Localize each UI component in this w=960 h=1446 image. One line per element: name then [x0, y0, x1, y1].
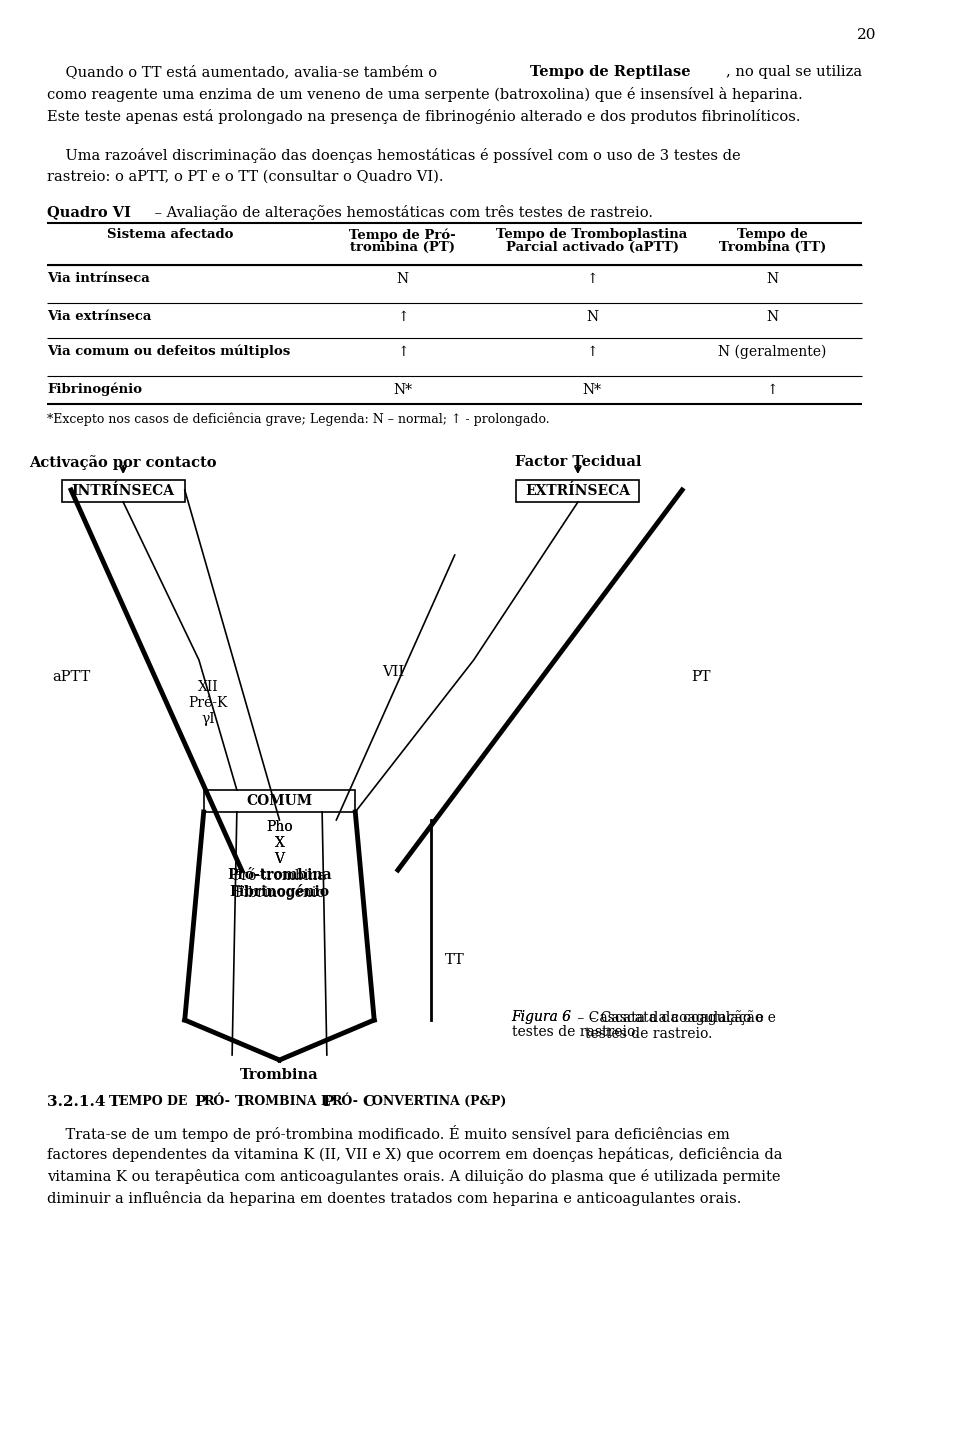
Text: Tempo de Tromboplastina: Tempo de Tromboplastina: [496, 228, 687, 241]
Text: Fibrinogénio: Fibrinogénio: [47, 383, 142, 396]
Text: Tempo de Reptilase: Tempo de Reptilase: [530, 65, 690, 80]
Text: ONVERTINA (P&P): ONVERTINA (P&P): [372, 1095, 507, 1108]
Text: INTRÍNSECA: INTRÍNSECA: [72, 484, 175, 497]
Text: T: T: [235, 1095, 246, 1109]
Text: EXTRÍNSECA: EXTRÍNSECA: [525, 484, 631, 497]
Text: ↑: ↑: [396, 346, 408, 359]
Text: P: P: [323, 1095, 334, 1109]
Text: Tempo de Pró-: Tempo de Pró-: [349, 228, 456, 241]
Text: vitamina K ou terapêutica com anticoagulantes orais. A diluição do plasma que é : vitamina K ou terapêutica com anticoagul…: [47, 1168, 780, 1184]
Text: N*: N*: [583, 383, 602, 398]
Text: Trombina: Trombina: [240, 1069, 319, 1082]
Text: TT: TT: [445, 953, 465, 967]
Text: Trombina (TT): Trombina (TT): [718, 241, 826, 254]
Text: Parcial activado (aPTT): Parcial activado (aPTT): [506, 241, 679, 254]
Text: Uma razoável discriminação das doenças hemostáticas é possível com o uso de 3 te: Uma razoável discriminação das doenças h…: [47, 147, 741, 163]
Text: ROMBINA E: ROMBINA E: [245, 1095, 335, 1108]
Text: Figura 6: Figura 6: [512, 1009, 571, 1024]
Text: Pró-trombina
Fibrinogénio: Pró-trombina Fibrinogénio: [228, 868, 332, 899]
Text: trombina (PT): trombina (PT): [350, 241, 455, 254]
Text: Factor Tecidual: Factor Tecidual: [515, 455, 641, 469]
FancyBboxPatch shape: [204, 790, 355, 813]
Text: T: T: [108, 1095, 120, 1109]
Text: 3.2.1.4: 3.2.1.4: [47, 1095, 122, 1109]
Text: Figura 6: Figura 6: [512, 1009, 571, 1024]
Text: C: C: [363, 1095, 375, 1109]
Text: rastreio: o aPTT, o PT e o TT (consultar o Quadro VI).: rastreio: o aPTT, o PT e o TT (consultar…: [47, 171, 444, 184]
Text: Quadro VI: Quadro VI: [47, 205, 132, 218]
Text: Quando o TT está aumentado, avalia-se também o: Quando o TT está aumentado, avalia-se ta…: [47, 65, 443, 80]
Text: diminuir a influência da heparina em doentes tratados com heparina e anticoagula: diminuir a influência da heparina em doe…: [47, 1192, 742, 1206]
Text: ↑: ↑: [766, 383, 778, 398]
Text: N: N: [766, 272, 779, 286]
Text: Activação por contacto: Activação por contacto: [30, 455, 217, 470]
Text: N: N: [766, 309, 779, 324]
Text: aPTT: aPTT: [52, 669, 90, 684]
Text: EMPO DE: EMPO DE: [119, 1095, 192, 1108]
Text: Sistema afectado: Sistema afectado: [108, 228, 233, 241]
Text: Via comum ou defeitos múltiplos: Via comum ou defeitos múltiplos: [47, 346, 291, 359]
Text: PT: PT: [691, 669, 711, 684]
Text: Trata-se de um tempo de pró-trombina modificado. É muito sensível para deficiênc: Trata-se de um tempo de pró-trombina mod…: [47, 1125, 731, 1142]
Text: testes de rastreio.: testes de rastreio.: [512, 1025, 639, 1040]
Text: , no qual se utiliza: , no qual se utiliza: [727, 65, 862, 80]
Text: Pho
X
V: Pho X V: [266, 820, 293, 866]
Text: – Avaliação de alterações hemostáticas com três testes de rastreio.: – Avaliação de alterações hemostáticas c…: [150, 205, 653, 220]
Text: Via extrínseca: Via extrínseca: [47, 309, 152, 322]
Text: N: N: [586, 309, 598, 324]
Text: factores dependentes da vitamina K (II, VII e X) que ocorrem em doenças hepática: factores dependentes da vitamina K (II, …: [47, 1147, 782, 1163]
Text: ↑: ↑: [396, 309, 408, 324]
Text: RÓ-: RÓ-: [331, 1095, 358, 1108]
FancyBboxPatch shape: [61, 480, 184, 502]
Text: RÓ-: RÓ-: [204, 1095, 230, 1108]
Text: N*: N*: [394, 383, 412, 398]
Text: COMUM: COMUM: [247, 794, 313, 808]
Text: Pho
X
V
Pró-trombina
Fibrinogénio: Pho X V Pró-trombina Fibrinogénio: [232, 820, 326, 899]
Text: Via intrínseca: Via intrínseca: [47, 272, 150, 285]
Text: Este teste apenas está prolongado na presença de fibrinogénio alterado e dos pro: Este teste apenas está prolongado na pre…: [47, 108, 801, 124]
Text: ↑: ↑: [587, 346, 598, 359]
Text: – Cascata da coagulação e
testes de rastreio.: – Cascata da coagulação e testes de rast…: [585, 1009, 776, 1041]
Text: N: N: [396, 272, 409, 286]
Text: 20: 20: [857, 27, 876, 42]
Text: – Cascata da coagulação e: – Cascata da coagulação e: [573, 1009, 764, 1025]
Text: ↑: ↑: [587, 272, 598, 286]
FancyBboxPatch shape: [516, 480, 639, 502]
Text: *Excepto nos casos de deficiência grave; Legenda: N – normal; ↑ - prolongado.: *Excepto nos casos de deficiência grave;…: [47, 412, 550, 425]
Text: P: P: [194, 1095, 205, 1109]
Text: Tempo de: Tempo de: [736, 228, 807, 241]
Text: VII: VII: [382, 665, 404, 680]
Text: N (geralmente): N (geralmente): [718, 346, 827, 360]
Text: XII
Pré-K
γI: XII Pré-K γI: [189, 680, 228, 726]
Text: como reagente uma enzima de um veneno de uma serpente (batroxolina) que é insens: como reagente uma enzima de um veneno de…: [47, 87, 804, 103]
